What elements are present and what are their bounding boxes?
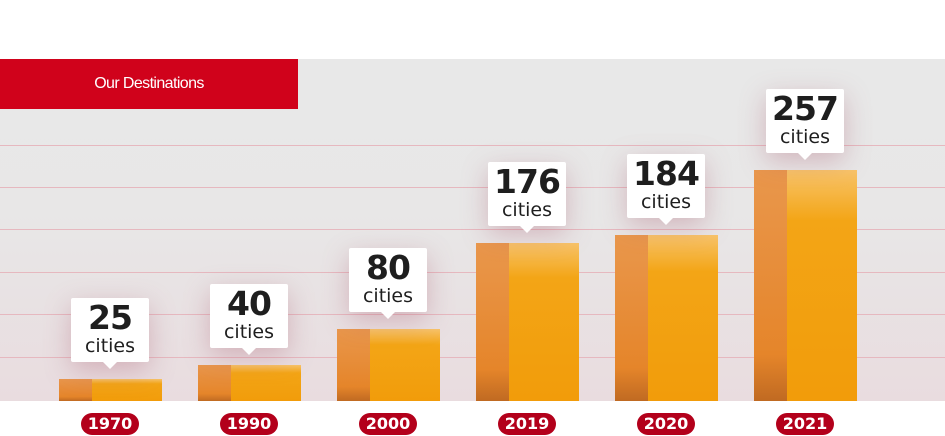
data-label-unit: cities: [640, 191, 692, 214]
data-label-unit: cities: [362, 285, 414, 307]
data-label-value: 40: [227, 284, 272, 323]
grid-line: [0, 272, 945, 273]
data-label-value: 184: [633, 154, 700, 194]
bar-face: [787, 169, 857, 401]
bar-face: [92, 378, 162, 401]
x-tick-label-1970: 1970: [81, 413, 139, 435]
bar-shade: [476, 242, 509, 401]
bar-face: [231, 365, 301, 401]
grid-line: [0, 314, 945, 315]
bar-1990: [198, 365, 301, 401]
data-label-unit: cities: [779, 125, 831, 148]
data-label-unit: cities: [501, 198, 553, 221]
bar-face: [509, 242, 579, 401]
grid-line: [0, 187, 945, 188]
data-label-value: 25: [88, 297, 133, 337]
bar-face: [648, 235, 718, 401]
x-tick-label-2021: 2021: [776, 413, 834, 435]
data-label-callout: 176 cities: [488, 161, 566, 233]
bar-shade: [337, 329, 370, 401]
bar-shade: [198, 365, 231, 401]
data-label-callout: 184 cities: [627, 154, 705, 226]
bar-2019: [476, 242, 579, 401]
bar-1970: [59, 378, 162, 401]
x-tick-label-2019: 2019: [498, 413, 556, 435]
data-label-unit: cities: [84, 334, 136, 357]
page-title: Our Destinations: [0, 59, 298, 109]
data-label-unit: cities: [223, 321, 275, 343]
data-label-callout: 257 cities: [766, 88, 844, 160]
x-tick-label-2020: 2020: [637, 413, 695, 435]
bar-face: [370, 329, 440, 401]
data-label-value: 176: [494, 161, 561, 201]
data-label-callout: 25 cities: [71, 297, 149, 369]
data-label-callout: 80 cities: [349, 248, 427, 319]
grid-line: [0, 229, 945, 230]
data-label-callout: 40 cities: [210, 284, 288, 355]
x-tick-label-2000: 2000: [359, 413, 417, 435]
bar-shade: [615, 235, 648, 401]
grid-line: [0, 145, 945, 146]
bar-2020: [615, 235, 718, 401]
grid-line: [0, 357, 945, 358]
data-label-value: 257: [772, 88, 839, 128]
bar-2000: [337, 329, 440, 401]
data-label-value: 80: [366, 248, 411, 287]
bar-2021: [754, 169, 857, 401]
x-tick-label-1990: 1990: [220, 413, 278, 435]
bar-shade: [754, 169, 787, 401]
bar-shade: [59, 378, 92, 401]
